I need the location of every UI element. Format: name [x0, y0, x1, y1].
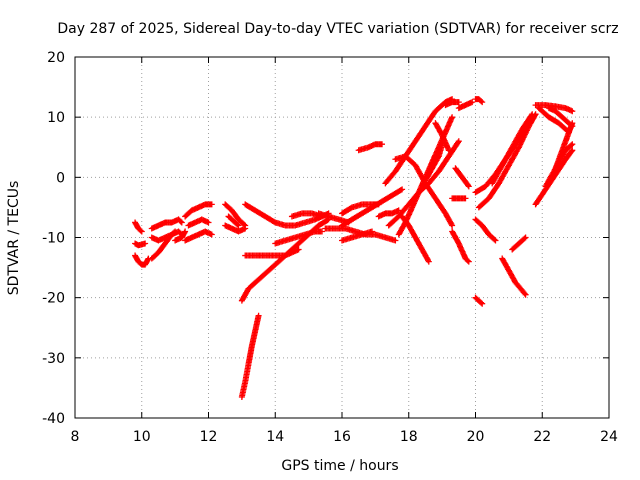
data-point-markers [222, 201, 249, 229]
x-tick-label: 22 [533, 429, 551, 445]
series-arc-26 [375, 207, 402, 220]
series-arc-44 [489, 111, 536, 187]
data-point-markers [472, 294, 486, 307]
series-arc-52 [545, 105, 576, 130]
series-arc-35 [449, 228, 472, 265]
x-tick-label: 24 [600, 429, 618, 445]
y-axis-label: SDTVAR / TECUs [6, 181, 22, 296]
y-tick-label: -40 [42, 411, 65, 427]
series-arc-32 [422, 141, 446, 184]
series-arc-13 [222, 222, 249, 235]
series-arc-50 [535, 105, 572, 136]
data-point-markers [339, 201, 382, 217]
series-arc-40 [472, 294, 486, 307]
y-tick-label: 20 [47, 50, 65, 66]
y-tick-label: -20 [42, 291, 65, 307]
series-arc-18 [272, 228, 325, 247]
data-point-markers [182, 201, 215, 220]
data-point-markers [545, 105, 576, 130]
series-arc-33 [432, 120, 452, 154]
series-arc-6 [148, 228, 185, 244]
data-point-markers [455, 99, 476, 112]
data-point-markers [399, 213, 432, 265]
x-tick-label: 8 [71, 429, 80, 445]
series-arc-43 [475, 111, 539, 211]
data-point-markers [472, 96, 486, 106]
data-point-markers [339, 228, 375, 244]
series-arc-1 [132, 219, 145, 235]
series-arc-41 [472, 216, 499, 244]
series-arc-36 [452, 165, 472, 190]
x-tick-label: 18 [400, 429, 418, 445]
data-point-markers [489, 111, 536, 187]
data-point-markers [148, 228, 185, 244]
data-point-markers [472, 216, 499, 244]
series-arc-45 [499, 255, 529, 298]
chart-title: Day 287 of 2025, Sidereal Day-to-day VTE… [57, 21, 618, 37]
series-arc-11 [222, 201, 249, 229]
series-arc-8 [182, 201, 215, 220]
data-point-markers [375, 207, 402, 220]
series-arc-9 [185, 216, 212, 229]
axis-ticks: 8 10 12 14 16 18 20 22 24 -40 -30 -20 -10 0 10 20 [42, 50, 618, 445]
y-tick-label: 0 [56, 170, 65, 186]
data-point-markers [222, 222, 249, 235]
series-arc-46 [509, 234, 529, 253]
series-arc-5 [148, 216, 185, 232]
series-arc-27 [382, 96, 456, 187]
data-point-markers [272, 228, 325, 247]
series-arc-7 [172, 228, 189, 244]
data-point-markers [452, 165, 472, 190]
series-arc-22 [339, 228, 375, 244]
series-arc-2 [132, 240, 149, 249]
y-tick-label: -30 [42, 351, 65, 367]
x-tick-label: 16 [333, 429, 351, 445]
y-tick-label: -10 [42, 231, 65, 247]
data-marks [132, 96, 576, 400]
series-arc-10 [182, 228, 215, 244]
data-point-markers [475, 111, 539, 211]
data-point-markers [432, 120, 452, 154]
x-tick-label: 12 [200, 429, 218, 445]
series-arc-34 [442, 99, 462, 109]
data-point-markers [132, 219, 145, 235]
data-point-markers [238, 312, 262, 400]
data-point-markers [535, 105, 572, 136]
x-tick-label: 20 [467, 429, 485, 445]
data-point-markers [148, 216, 185, 232]
data-point-markers [382, 96, 456, 187]
series-arc-30 [392, 153, 456, 229]
data-point-markers [449, 195, 469, 202]
data-point-markers [532, 147, 576, 208]
x-axis-label: GPS time / hours [281, 458, 398, 474]
data-point-markers [449, 228, 472, 265]
data-point-markers [172, 228, 189, 244]
data-point-markers [509, 234, 529, 253]
series-arc-47 [532, 147, 576, 208]
data-point-markers [422, 141, 446, 184]
series-arc-39 [472, 96, 486, 106]
data-point-markers [225, 213, 242, 229]
series-arc-38 [455, 99, 476, 112]
y-tick-label: 10 [47, 110, 65, 126]
series-arc-25 [355, 141, 385, 154]
series-arc-12 [225, 213, 242, 229]
data-point-markers [442, 99, 462, 109]
data-point-markers [392, 153, 456, 229]
series-arc-31 [399, 213, 432, 265]
series-arc-37 [449, 195, 469, 202]
series-arc-17 [238, 312, 262, 400]
x-tick-label: 14 [266, 429, 284, 445]
data-point-markers [182, 228, 215, 244]
data-point-markers [185, 216, 212, 229]
series-arc-24 [339, 201, 382, 217]
series-arc-3 [132, 252, 152, 268]
data-point-markers [499, 255, 529, 298]
data-point-markers [132, 240, 149, 249]
data-point-markers [355, 141, 385, 154]
x-tick-label: 10 [133, 429, 151, 445]
data-point-markers [132, 252, 152, 268]
